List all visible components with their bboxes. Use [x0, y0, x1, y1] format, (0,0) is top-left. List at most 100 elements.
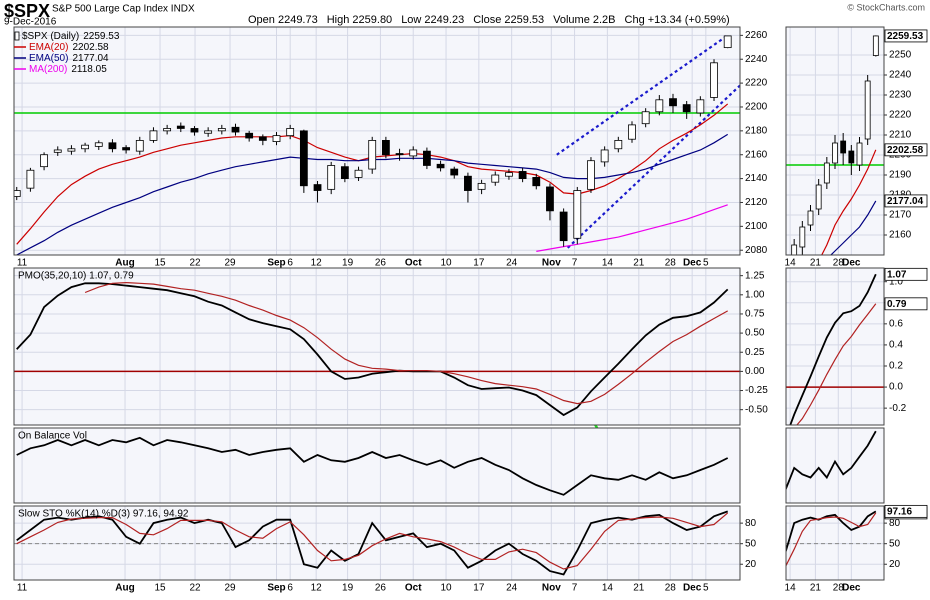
- plot-border: [785, 427, 885, 504]
- legend-entry: EMA(50) 2177.04: [29, 53, 109, 64]
- candle-body: [856, 142, 863, 166]
- candle-body: [340, 166, 349, 180]
- candle-body: [14, 190, 21, 197]
- date: 9-Dec-2016: [4, 17, 57, 28]
- plot-layer: [786, 506, 884, 580]
- x-tick-label: Aug: [115, 258, 134, 269]
- plot-border: [785, 505, 885, 581]
- y-tick-label: 0.50: [745, 328, 765, 339]
- x-tick-label: 28: [665, 258, 677, 269]
- x-tick-label: 14: [785, 583, 797, 594]
- value-box-label: 2202.58: [887, 145, 924, 156]
- x-tick-label: 14: [602, 258, 614, 269]
- y-tick-label: 80: [745, 518, 757, 529]
- candle-body: [450, 168, 459, 176]
- candle-body: [53, 149, 62, 153]
- y-tick-label: 2100: [745, 221, 768, 232]
- copyright: © StockCharts.com: [847, 2, 925, 12]
- candle-body: [272, 135, 281, 142]
- candle-body: [313, 184, 322, 191]
- x-tick-label: 7: [572, 258, 578, 269]
- plot-border: [13, 505, 741, 581]
- x-tick-label: 11: [17, 583, 28, 594]
- quote: Open 2249.73 High 2259.80 Low 2249.23 Close…: [248, 14, 730, 26]
- value-box: [884, 194, 928, 208]
- candle-body: [655, 99, 664, 113]
- x-tick-label: Sep: [267, 583, 285, 594]
- legend-entry: EMA(20) 2202.58: [29, 42, 109, 53]
- legend-label: EMA(20): [29, 42, 68, 53]
- candle-body: [559, 211, 568, 242]
- candle-body: [122, 147, 131, 151]
- y-tick-label: 2160: [889, 230, 912, 241]
- x-tick-label: 29: [224, 258, 236, 269]
- candle-body: [696, 99, 705, 114]
- candle-body: [614, 140, 623, 150]
- x-tick-label: 10: [440, 583, 452, 594]
- series-line: [84, 281, 728, 405]
- candle-body: [423, 150, 431, 166]
- legend-label: EMA(50): [29, 53, 68, 64]
- x-tick-label: Aug: [115, 583, 134, 594]
- x-tick-label: 6: [287, 583, 293, 594]
- candle-body: [815, 184, 822, 210]
- candle-body: [108, 142, 117, 150]
- panel-label: PMO(35,20,10) 1.07, 0.79: [18, 271, 134, 282]
- value-box-label: 2177.04: [887, 196, 924, 207]
- candle-body: [546, 186, 554, 212]
- y-tick-label: 2230: [889, 90, 912, 101]
- candle-body: [368, 140, 377, 170]
- candle-body: [231, 126, 240, 133]
- plot-border: [13, 267, 741, 426]
- candle-body: [436, 163, 445, 169]
- legend-label: MA(200): [29, 64, 67, 75]
- x-tick-label: 11: [17, 258, 28, 269]
- candle-body: [600, 149, 609, 163]
- x-tick-label: 24: [506, 583, 518, 594]
- candle-body: [682, 104, 691, 113]
- x-tick-label: Dec: [842, 258, 861, 269]
- candle-body: [94, 142, 103, 147]
- x-tick-label: 22: [189, 258, 201, 269]
- y-tick-label: 2200: [745, 102, 768, 113]
- series-line: [786, 510, 877, 554]
- series-line: [796, 303, 877, 425]
- legend-value: 2202.58: [72, 42, 109, 53]
- plot-layer: [14, 268, 740, 425]
- candle-body: [258, 136, 267, 141]
- x-tick-label: 21: [633, 583, 645, 594]
- y-tick-label: 0.4: [889, 340, 903, 351]
- candle-body: [395, 153, 404, 156]
- candle-body: [491, 174, 500, 183]
- y-tick-label: 0.0: [889, 382, 903, 393]
- legend-entry: $SPX (Daily) 2259.53: [22, 31, 120, 42]
- candle-body: [67, 148, 76, 152]
- candle-body: [587, 160, 595, 190]
- y-tick-label: 20: [745, 559, 757, 570]
- x-tick-label: 7: [572, 583, 578, 594]
- legend-label: $SPX (Daily): [22, 31, 79, 42]
- candle-body: [823, 162, 830, 184]
- plot-layer: [786, 27, 884, 255]
- x-tick-label: 14: [785, 258, 797, 269]
- candle-body: [409, 149, 418, 157]
- series-line: [16, 510, 729, 576]
- plot-border: [13, 26, 741, 256]
- y-tick-label: 0.00: [745, 366, 765, 377]
- candle-body: [872, 35, 879, 56]
- candle-body: [832, 142, 838, 164]
- x-tick-label: 12: [311, 583, 323, 594]
- x-tick-label: Oct: [405, 258, 422, 269]
- series-line: [16, 512, 729, 570]
- plot-area: [786, 506, 884, 580]
- x-tick-label: 21: [633, 258, 645, 269]
- x-tick-label: Dec: [842, 583, 861, 594]
- y-tick-label: 2080: [745, 245, 768, 256]
- x-tick-label: 17: [473, 258, 485, 269]
- candle-body: [381, 140, 390, 156]
- candle-body: [477, 182, 486, 190]
- plot-layer: [786, 268, 884, 425]
- plot-area: [786, 428, 884, 503]
- y-tick-label: 0.2: [889, 361, 903, 372]
- candle-body: [190, 128, 199, 133]
